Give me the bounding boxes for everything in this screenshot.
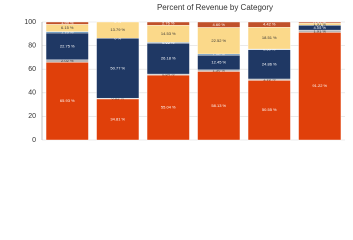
data-label: 2.02 % — [61, 58, 74, 63]
bar-segment — [146, 74, 190, 141]
y-tick-label: 100 — [24, 19, 36, 26]
data-label: 4.05 % — [314, 25, 327, 30]
chart: Percent of Revenue by Category 0 20 40 60 80… — [24, 3, 345, 143]
data-label: 6.15 % — [61, 25, 74, 30]
bar-segment — [197, 71, 241, 141]
data-label: 58.13 % — [211, 103, 226, 108]
bar-segment — [197, 27, 241, 55]
bar-segment — [298, 32, 342, 141]
bar-segment — [247, 80, 291, 141]
bar-segment — [146, 42, 190, 75]
data-label: 1.16 % — [263, 77, 276, 82]
data-label: 1.91 % — [314, 28, 327, 33]
bar-segment — [298, 21, 342, 24]
data-label: 12.45 % — [211, 60, 226, 65]
data-label: 50.77 % — [110, 65, 125, 70]
y-tick-label: 60 — [28, 66, 36, 73]
data-label: 1.16 % — [61, 29, 74, 34]
data-label: 13.79 % — [110, 27, 125, 32]
data-label: 0 % — [114, 19, 121, 24]
chart-title: Percent of Revenue by Category — [157, 3, 273, 12]
data-label: 1.30 % — [213, 68, 226, 73]
data-label: 34.81 % — [110, 117, 125, 122]
bar-segment — [45, 32, 89, 61]
y-tick-label: 20 — [28, 113, 36, 120]
bar-segment — [96, 21, 140, 39]
data-label: 2.76 % — [162, 21, 175, 26]
bar-segment — [45, 21, 89, 25]
bar-segment — [45, 62, 89, 141]
data-label: 4.60 % — [213, 22, 226, 27]
bar-segment — [96, 38, 140, 99]
bar-segment — [96, 98, 140, 141]
bar-segment — [247, 21, 291, 28]
data-label: 22.75 % — [60, 43, 75, 48]
y-tick-label: 0 — [32, 137, 36, 143]
data-label: 0.91 % — [314, 20, 327, 25]
data-label: 4.42 % — [263, 22, 276, 27]
data-label: 91.22 % — [312, 83, 327, 88]
data-label: 24.86 % — [262, 61, 277, 66]
data-label: 1.99 % — [61, 20, 74, 25]
data-label: 50.55 % — [262, 107, 277, 112]
y-tick-label: 40 — [28, 90, 36, 97]
y-tick-label: 80 — [28, 42, 36, 49]
bar-segment — [197, 21, 241, 28]
bar-segment — [247, 49, 291, 80]
data-label: 1.91 % — [314, 21, 327, 26]
data-label: 65.93 % — [60, 98, 75, 103]
data-label: 14.53 % — [161, 31, 176, 36]
data-label: 26.18 % — [161, 56, 176, 61]
data-label: 55.04 % — [161, 105, 176, 110]
data-label: 22.52 % — [211, 38, 226, 43]
bar-segment — [146, 21, 190, 26]
data-label: 18.51 % — [262, 35, 277, 40]
